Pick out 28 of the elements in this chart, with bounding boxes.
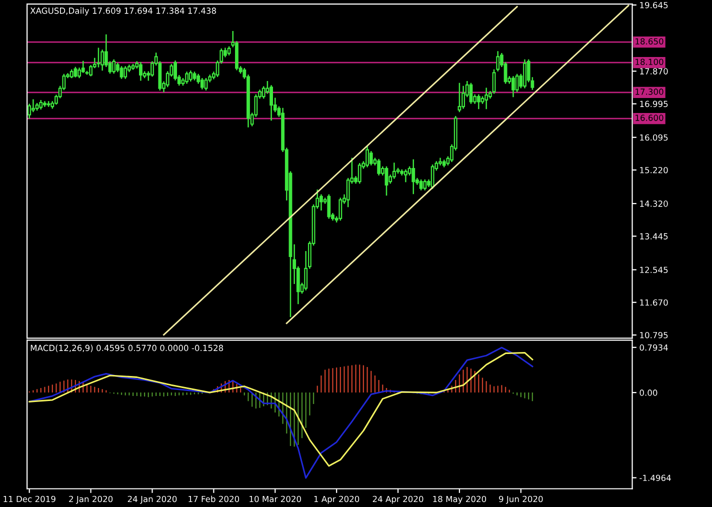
y-tick-label: 14.320 (640, 200, 668, 207)
y-tick-label: 19.645 (640, 2, 668, 8)
x-tick-label: 10 Mar 2020 (250, 496, 301, 502)
x-tick-label: 2 Jan 2020 (69, 496, 113, 504)
y-tick-label: 16.095 (640, 134, 668, 141)
ref-line-label: 16.600 (636, 114, 664, 121)
x-tick-label: 18 May 2020 (433, 496, 486, 504)
ref-line-label: 18.650 (636, 38, 664, 45)
chart-title: XAGUSD,Daily 17.609 17.694 17.384 17.438 (30, 7, 216, 16)
x-tick-label: 24 Apr 2020 (372, 496, 424, 504)
y-tick-label: 11.670 (640, 299, 668, 306)
ref-line-label: 17.300 (636, 88, 664, 95)
x-tick-label: 9 Jun 2020 (499, 496, 543, 504)
y-tick-label: 17.870 (640, 68, 668, 74)
x-tick-label: 11 Dec 2019 (4, 496, 56, 502)
y-tick-label: 10.795 (640, 332, 668, 338)
y-tick-label: 12.545 (640, 266, 668, 274)
y-tick-label: 13.445 (640, 233, 668, 240)
x-tick-label: 1 Apr 2020 (314, 496, 360, 504)
y-tick-label: -1.4964 (640, 474, 671, 482)
ref-line-label: 18.100 (636, 58, 664, 66)
y-tick-label: 0.00 (640, 390, 658, 396)
x-tick-label: 17 Feb 2020 (188, 496, 240, 502)
chart-title: MACD(12,26,9) 0.4595 0.5770 0.0000 -0.1528 (30, 344, 224, 352)
y-tick-label: 16.995 (640, 100, 668, 108)
y-tick-label: 15.220 (640, 166, 668, 174)
x-tick-label: 24 Jan 2020 (128, 496, 177, 504)
y-tick-label: 0.7934 (640, 344, 668, 351)
